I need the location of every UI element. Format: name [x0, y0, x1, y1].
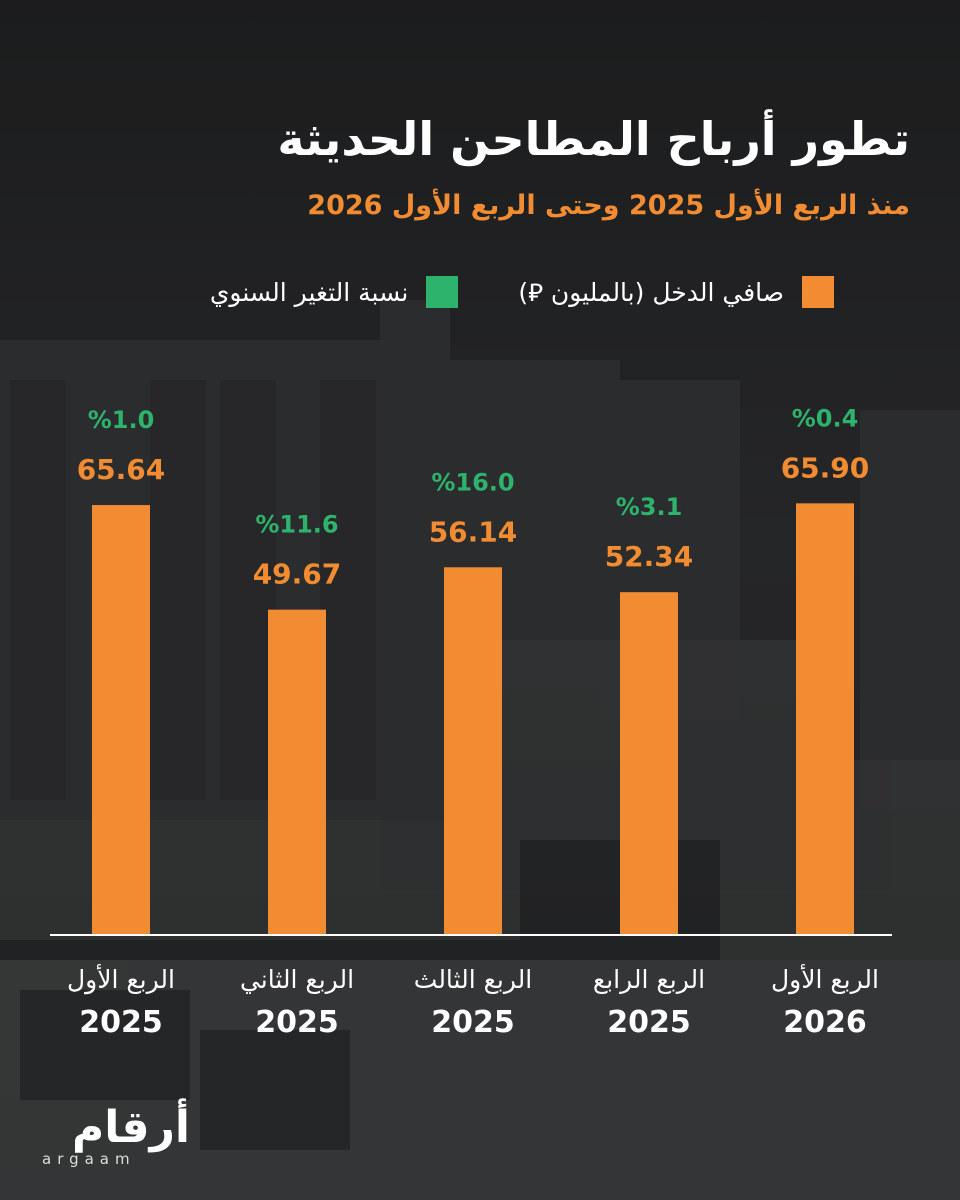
bar-5 [796, 503, 854, 935]
category-year-2: 2025 [255, 1005, 339, 1040]
change-label-5: %0.4 [792, 404, 859, 432]
legend-swatch-income [802, 276, 834, 308]
logo-latin-text: argaam [42, 1150, 136, 1168]
change-label-1: %1.0 [88, 406, 155, 434]
argaam-logo: أرقام argaam [40, 1102, 190, 1172]
legend-label-income: صافي الدخل (بالمليون ⃁) [518, 278, 784, 307]
category-year-4: 2025 [607, 1005, 691, 1040]
legend: صافي الدخل (بالمليون ⃁) نسبة التغير السن… [120, 270, 834, 314]
category-label-4: الربع الرابع [593, 965, 705, 995]
bar-4 [620, 592, 678, 935]
category-year-1: 2025 [79, 1005, 163, 1040]
chart-title: تطور أرباح المطاحن الحديثة [277, 112, 910, 166]
category-year-5: 2026 [783, 1005, 867, 1040]
chart-subtitle: منذ الربع الأول 2025 وحتى الربع الأول 20… [307, 190, 910, 221]
legend-item-income: صافي الدخل (بالمليون ⃁) [518, 276, 834, 308]
category-label-2: الربع الثاني [240, 965, 354, 995]
value-label-4: 52.34 [605, 540, 694, 573]
value-label-3: 56.14 [429, 515, 518, 548]
category-label-5: الربع الأول [771, 963, 879, 995]
value-label-5: 65.90 [781, 451, 870, 484]
category-year-3: 2025 [431, 1005, 515, 1040]
change-label-2: %11.6 [255, 511, 338, 539]
bar-3 [444, 567, 502, 935]
value-label-1: 65.64 [77, 453, 166, 486]
legend-label-change: نسبة التغير السنوي [209, 277, 409, 307]
category-label-1: الربع الأول [67, 963, 175, 995]
category-label-3: الربع الثالث [414, 965, 532, 995]
logo-arabic-text: أرقام [72, 1102, 190, 1153]
legend-swatch-change [426, 276, 459, 308]
bar-2 [268, 609, 326, 935]
bar-1 [92, 505, 150, 935]
value-label-2: 49.67 [253, 558, 342, 591]
change-label-4: %3.1 [616, 493, 683, 521]
legend-item-change: نسبة التغير السنوي [210, 276, 459, 308]
change-label-3: %16.0 [431, 468, 514, 496]
